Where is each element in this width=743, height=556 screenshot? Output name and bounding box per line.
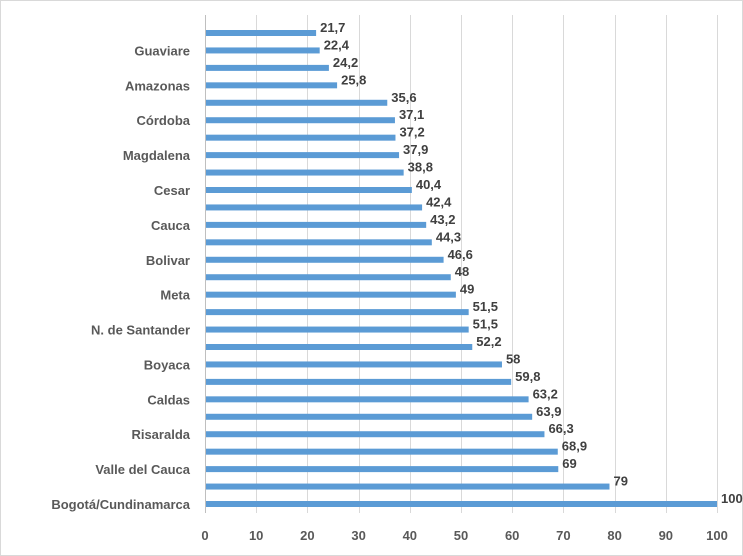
- category-label: Boyaca: [144, 357, 191, 372]
- bar: [206, 187, 412, 193]
- x-tick-labels: 0 10 20 30 40 50 60 70 80 90 100: [201, 528, 727, 543]
- x-tick-label: 20: [300, 528, 314, 543]
- data-label: 79: [613, 474, 627, 489]
- data-label: 63,2: [533, 386, 558, 401]
- bar: [206, 64, 329, 71]
- bar: [206, 309, 469, 316]
- data-label: 37,9: [403, 142, 428, 157]
- bar: [206, 82, 338, 89]
- bar: [206, 396, 529, 403]
- data-label: 44,3: [436, 229, 461, 244]
- data-label: 37,2: [399, 125, 424, 140]
- category-label: Bolivar: [146, 253, 190, 268]
- x-tick-label: 90: [659, 528, 673, 543]
- data-labels: 21,7 22,4 24,2 25,8 35,6 37,1 37,2 37,9 38,8 40,4…: [320, 20, 743, 506]
- category-label: Amazonas: [125, 78, 190, 93]
- x-tick-label: 60: [505, 528, 519, 543]
- bar: [206, 274, 451, 281]
- data-label: 37,1: [399, 107, 424, 122]
- bar: [206, 99, 388, 106]
- data-label: 48: [455, 264, 469, 279]
- bar: [206, 152, 400, 159]
- data-label: 25,8: [341, 72, 366, 87]
- bar: [206, 431, 545, 438]
- data-label: 35,6: [391, 90, 416, 105]
- data-label: 42,4: [426, 194, 452, 209]
- gridlines: [205, 15, 718, 513]
- x-tick-label: 80: [607, 528, 621, 543]
- bar: [206, 221, 427, 228]
- data-label: 43,2: [430, 212, 455, 227]
- data-label: 69: [562, 456, 576, 471]
- category-label: Cauca: [151, 218, 191, 233]
- category-label: Magdalena: [123, 148, 191, 163]
- bar: [206, 448, 558, 455]
- data-label: 49: [460, 282, 474, 297]
- bar: [206, 169, 404, 176]
- bar: [206, 413, 533, 420]
- category-label: Cesar: [154, 183, 190, 198]
- bar: [206, 204, 423, 211]
- x-tick-label: 30: [351, 528, 365, 543]
- bar: [206, 30, 317, 36]
- bar: [206, 483, 610, 490]
- data-label: 66,3: [548, 421, 573, 436]
- data-label: 59,8: [515, 369, 540, 384]
- category-label: Valle del Cauca: [95, 462, 190, 477]
- data-label: 100: [721, 491, 743, 506]
- bar: [206, 326, 469, 333]
- x-tick-label: 70: [556, 528, 570, 543]
- data-label: 22,4: [324, 37, 350, 52]
- data-label: 38,8: [408, 160, 433, 175]
- data-label: 68,9: [562, 439, 587, 454]
- category-labels: Guaviare Amazonas Córdoba Magdalena Cesar Cau…: [51, 43, 190, 512]
- category-label: Meta: [160, 288, 190, 303]
- bar: [206, 134, 396, 141]
- bar: [206, 256, 444, 263]
- bar: [206, 117, 395, 124]
- data-label: 46,6: [448, 247, 473, 262]
- category-label: N. de Santander: [91, 323, 190, 338]
- bar: [206, 466, 559, 473]
- bar: [206, 378, 512, 385]
- data-label: 51,5: [473, 317, 498, 332]
- category-label: Guaviare: [134, 43, 190, 58]
- x-tick-label: 100: [706, 528, 728, 543]
- x-tick-label: 0: [201, 528, 208, 543]
- bar: [206, 501, 717, 507]
- category-label: Risaralda: [131, 427, 190, 442]
- bars: [206, 30, 717, 507]
- data-label: 52,2: [476, 334, 501, 349]
- data-label: 21,7: [320, 20, 345, 35]
- bar: [206, 47, 320, 54]
- bar: [206, 239, 432, 246]
- data-label: 40,4: [416, 177, 442, 192]
- data-label: 58: [506, 351, 520, 366]
- category-label: Caldas: [147, 392, 190, 407]
- category-label: Bogotá/Cundinamarca: [51, 497, 190, 512]
- category-label: Córdoba: [137, 113, 191, 128]
- bar: [206, 361, 502, 368]
- bar: [206, 344, 473, 350]
- data-label: 51,5: [473, 299, 498, 314]
- x-tick-label: 10: [249, 528, 263, 543]
- data-label: 24,2: [333, 55, 358, 70]
- x-tick-label: 40: [403, 528, 417, 543]
- data-label: 63,9: [536, 404, 561, 419]
- bar: [206, 291, 456, 298]
- x-tick-label: 50: [454, 528, 468, 543]
